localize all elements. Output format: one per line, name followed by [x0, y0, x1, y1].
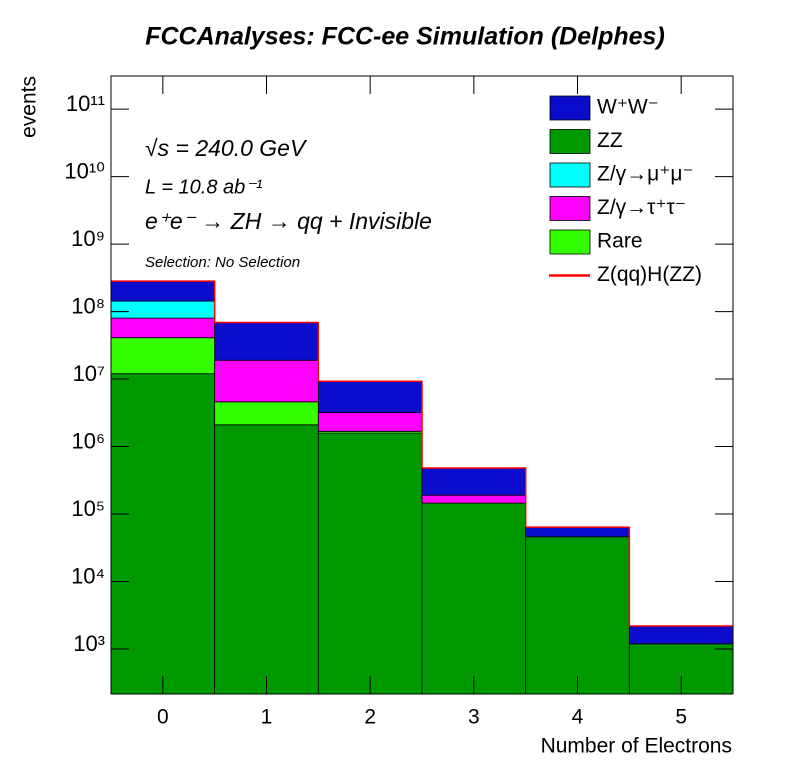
legend-label: ZZ [597, 129, 623, 152]
bar-segment [525, 526, 630, 538]
x-tick-label: 1 [261, 706, 273, 729]
bar-segment [525, 536, 630, 695]
x-tick-label: 3 [468, 706, 480, 729]
bar-segment [214, 424, 319, 695]
x-tick-label: 5 [675, 706, 687, 729]
legend-label: Z(qq)H(ZZ) [597, 263, 702, 286]
legend-swatch [549, 196, 591, 221]
y-axis-label: events [18, 76, 41, 138]
y-tick-label: 10⁷ [73, 361, 105, 386]
bar-segment [110, 300, 216, 319]
annotation: e⁺e⁻ → ZH → qq + Invisible [145, 208, 432, 234]
bar-segment [214, 322, 319, 361]
legend-swatch [549, 162, 591, 188]
y-tick-label: 10¹⁰ [64, 158, 105, 183]
legend-label: Rare [597, 230, 643, 253]
bar-segment [317, 432, 423, 695]
y-tick-label: 10⁴ [71, 563, 105, 588]
bar-segment [110, 373, 216, 695]
bar-segment [317, 412, 423, 432]
x-tick-label: 0 [157, 706, 169, 729]
legend-label: W⁺W⁻ [597, 96, 659, 119]
x-axis-label: Number of Electrons [541, 735, 732, 758]
bar-segment [110, 337, 216, 375]
annotation: √s = 240.0 GeV [145, 135, 308, 161]
y-tick-label: 10⁸ [71, 293, 105, 318]
plot-area [110, 280, 734, 695]
bar-segment [421, 502, 527, 695]
bar-segment [214, 401, 319, 426]
bar-segment [628, 625, 734, 645]
y-tick-label: 10¹¹ [66, 91, 105, 116]
bar-segment [110, 317, 216, 339]
chart-title: FCCAnalyses: FCC-ee Simulation (Delphes) [145, 23, 665, 51]
annotation: Selection: No Selection [145, 254, 300, 271]
bar-segment [421, 494, 527, 504]
y-tick-label: 10³ [73, 631, 105, 656]
bar-segment [317, 380, 423, 414]
legend-swatch [549, 229, 591, 255]
legend-swatch [549, 95, 591, 121]
x-tick-label: 4 [572, 706, 584, 729]
bar-segment [214, 359, 319, 403]
y-tick-label: 10⁶ [71, 428, 105, 453]
bar-segment [421, 467, 527, 496]
plot-frame [110, 75, 734, 695]
legend-label: Z/γ→μ⁺μ⁻ [597, 163, 694, 186]
x-tick-label: 2 [364, 706, 376, 729]
bar-segment [110, 280, 216, 302]
annotation: L = 10.8 ab⁻¹ [145, 176, 263, 198]
y-tick-label: 10⁹ [71, 226, 105, 251]
legend-label: Z/γ→τ⁺τ⁻ [597, 196, 686, 219]
y-tick-label: 10⁵ [71, 496, 105, 521]
legend-swatch [549, 129, 591, 154]
